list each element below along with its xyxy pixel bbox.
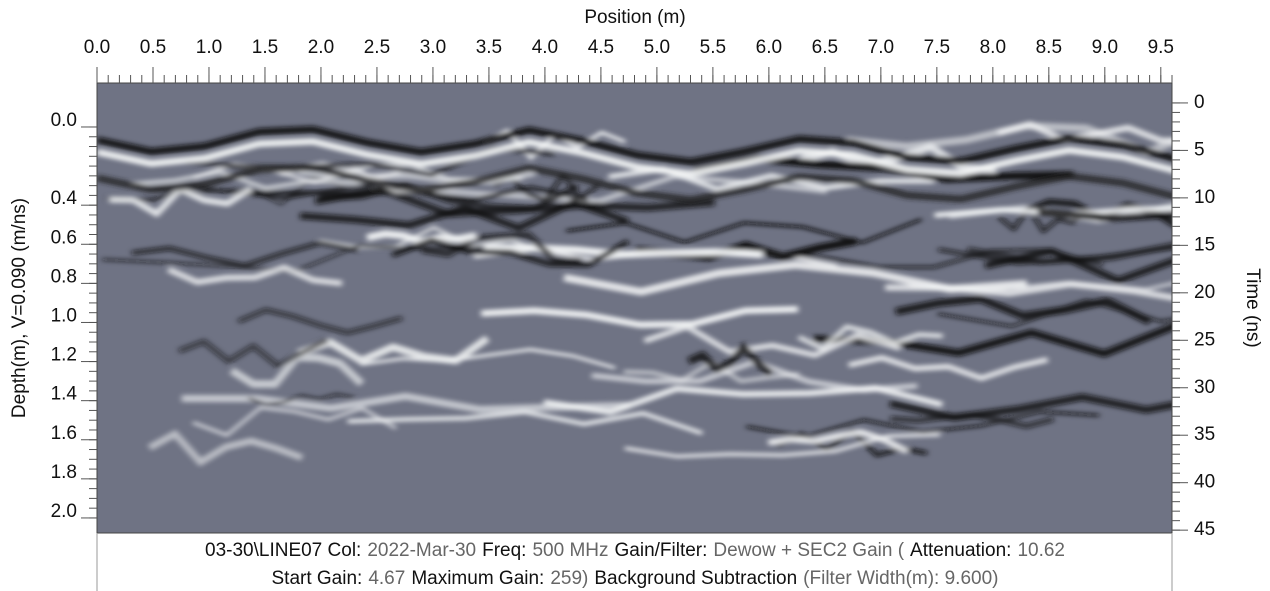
reflection (131, 240, 359, 269)
x-tick-label: 7.5 (924, 37, 950, 58)
reflection (97, 125, 1172, 166)
reflection (909, 280, 1172, 292)
y-tick-label: 0.4 (51, 188, 78, 209)
x-tick-label: 3.0 (420, 37, 446, 58)
caption-key: Gain/Filter: (615, 540, 708, 561)
x-tick-label: 1.5 (252, 37, 278, 58)
reflection (391, 237, 630, 268)
reflection (937, 298, 1172, 329)
y2-tick-label: 45 (1194, 519, 1215, 540)
caption-line: 03-30\LINE07 Col: 2022-Mar-30 Freq: 500 MHz… (205, 540, 1065, 561)
x-tick-label: 9.0 (1092, 37, 1118, 58)
reflection (237, 307, 403, 336)
x-tick-label: 5.0 (644, 37, 670, 58)
y-tick-label: 1.6 (51, 423, 77, 444)
caption-value: 4.67 (368, 568, 405, 589)
x-axis-title: Position (m) (584, 7, 685, 28)
reflection (797, 323, 943, 352)
caption-value: 500 MHz (532, 540, 608, 561)
reflection (97, 163, 1172, 204)
radargram-image (97, 120, 1172, 467)
x-tick-label: 8.0 (980, 37, 1006, 58)
caption-value: 10.62 (1017, 540, 1065, 561)
y2-tick-label: 25 (1194, 329, 1215, 350)
reflection (890, 412, 1055, 429)
x-tick-label: 7.0 (868, 37, 894, 58)
reflection (360, 347, 616, 370)
y-tick-label: 1.8 (51, 462, 77, 483)
reflection (767, 428, 909, 455)
reflection (421, 231, 582, 265)
y2-tick-label: 30 (1194, 377, 1215, 398)
y-tick-label: 1.0 (51, 305, 77, 326)
reflection (299, 198, 630, 232)
reflection (192, 405, 397, 438)
y-tick-label: 0.0 (51, 110, 77, 131)
y2-tick-label: 35 (1194, 424, 1215, 445)
caption-value: (Filter Width(m): 9.600) (803, 568, 998, 589)
reflection (1037, 208, 1172, 222)
x-tick-label: 0.5 (140, 37, 166, 58)
x-tick-label: 6.5 (812, 37, 838, 58)
y2-tick-label: 10 (1194, 187, 1215, 208)
reflection (483, 244, 764, 259)
caption-key: 03-30\LINE07 Col: (205, 540, 361, 561)
reflection (318, 181, 580, 212)
y2-tick-label: 0 (1194, 92, 1205, 113)
y-tick-label: 2.0 (51, 501, 77, 522)
caption-key: Background Subtraction (594, 568, 797, 589)
y-tick-label: 1.2 (51, 345, 77, 366)
reflection (247, 392, 355, 407)
reflection (347, 409, 703, 436)
x-tick-label: 8.5 (1036, 37, 1062, 58)
x-tick-label: 2.0 (308, 37, 334, 58)
reflection (938, 245, 1172, 266)
y-tick-label: 1.4 (51, 384, 78, 405)
y2-tick-label: 20 (1194, 282, 1215, 303)
caption-key: Attenuation: (910, 540, 1011, 561)
x-tick-label: 5.5 (700, 37, 726, 58)
x-tick-label: 1.0 (196, 37, 222, 58)
y-axis-title: Depth(m), V=0.090 (m/ns) (9, 198, 30, 418)
reflection (984, 247, 1172, 285)
y2-tick-label: 5 (1194, 139, 1205, 160)
reflection (181, 392, 630, 414)
reflection (624, 432, 941, 459)
x-tick-label: 9.5 (1148, 37, 1174, 58)
caption-key: Start Gain: (272, 568, 363, 589)
x-tick-label: 4.0 (532, 37, 558, 58)
reflection (895, 294, 1152, 326)
reflection (481, 305, 799, 329)
reflection (948, 202, 1172, 224)
reflection (848, 354, 1049, 382)
y2-tick-label: 15 (1194, 234, 1215, 255)
caption-value: Dewow + SEC2 Gain ( (713, 540, 904, 561)
y-tick-label: 0.8 (51, 266, 77, 287)
reflection (147, 429, 304, 467)
reflection (97, 137, 1172, 178)
x-tick-label: 0.0 (84, 37, 110, 58)
x-tick-label: 2.5 (364, 37, 390, 58)
reflection (934, 205, 1172, 218)
caption-key: Freq: (482, 540, 526, 561)
x-tick-label: 4.5 (588, 37, 614, 58)
y-tick-label: 0.6 (51, 227, 77, 248)
caption-value: 259) (550, 568, 588, 589)
reflection (167, 264, 343, 287)
caption-line: Start Gain: 4.67 Maximum Gain: 259) Backgrou… (272, 568, 999, 589)
reflection (178, 337, 329, 370)
caption-value: 2022-Mar-30 (367, 540, 476, 561)
caption-key: Maximum Gain: (411, 568, 544, 589)
reflection (746, 410, 1100, 439)
caption-frame (96, 533, 1173, 591)
reflection (997, 204, 1089, 235)
reflection (687, 341, 774, 378)
reflection (129, 169, 402, 191)
y2-tick-label: 40 (1194, 472, 1215, 493)
x-tick-label: 6.0 (756, 37, 782, 58)
x-tick-label: 3.5 (476, 37, 502, 58)
y2-axis-title: Time (ns) (1242, 268, 1263, 348)
